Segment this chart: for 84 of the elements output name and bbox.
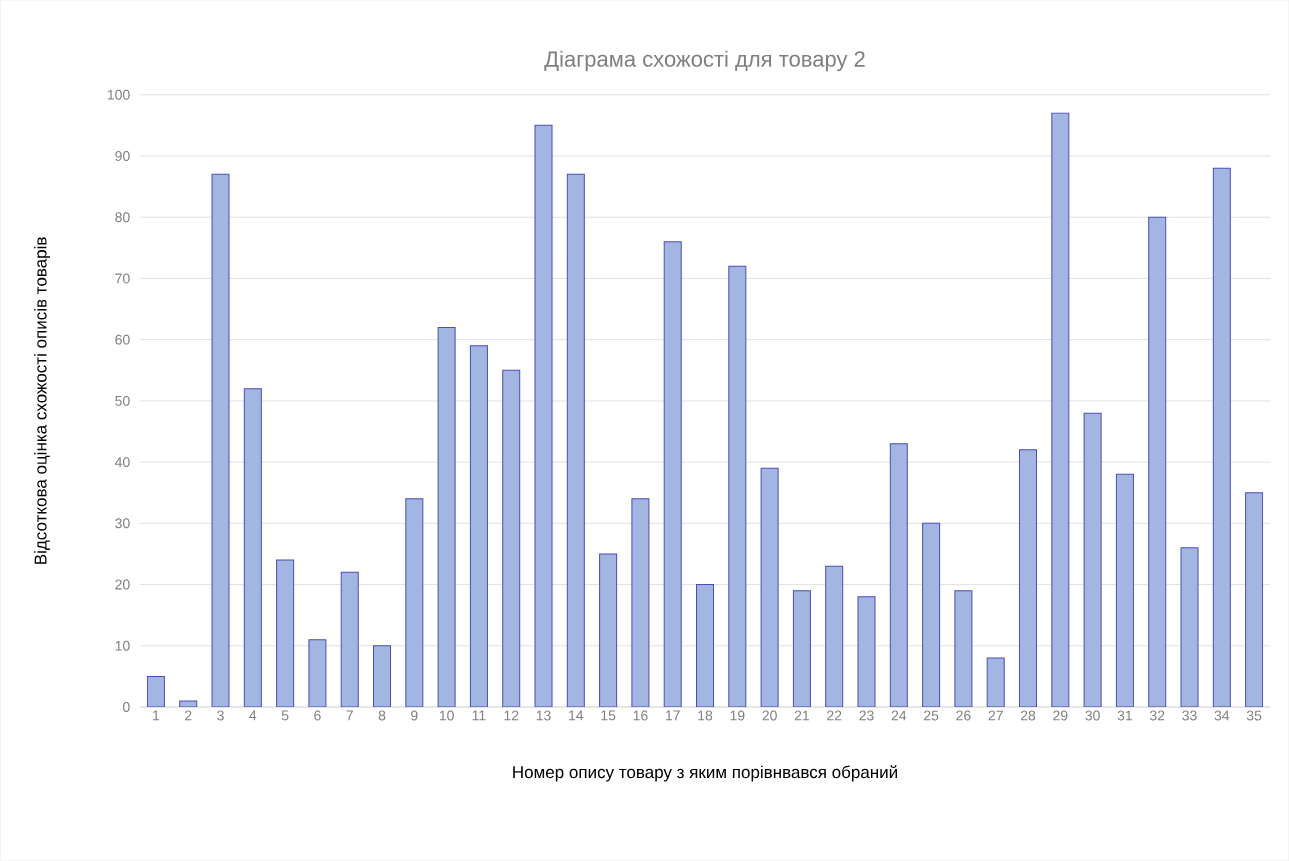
x-tick-label: 23 bbox=[859, 710, 874, 721]
bar bbox=[1051, 112, 1070, 708]
y-tick-label: 50 bbox=[115, 396, 130, 406]
x-tick-label: 1 bbox=[153, 710, 160, 721]
bar bbox=[1245, 492, 1264, 708]
bar bbox=[696, 584, 715, 708]
x-tick-label: 11 bbox=[472, 710, 486, 721]
bar bbox=[566, 173, 585, 708]
x-tick-label: 30 bbox=[1085, 710, 1100, 721]
bar bbox=[857, 596, 876, 708]
x-tick-label: 22 bbox=[827, 710, 842, 721]
x-tick-label: 25 bbox=[924, 710, 939, 721]
x-tick-label: 33 bbox=[1182, 710, 1197, 721]
y-axis-title: Відсоткова оцінка схожості описів товарів bbox=[34, 237, 50, 564]
x-tick-label: 12 bbox=[504, 710, 519, 721]
bar bbox=[340, 571, 359, 708]
bar bbox=[1212, 167, 1231, 708]
bar bbox=[922, 522, 941, 708]
y-tick-label: 100 bbox=[107, 89, 130, 100]
y-tick-label: 40 bbox=[114, 457, 130, 468]
bar bbox=[954, 590, 973, 708]
x-tick-label: 8 bbox=[378, 710, 386, 721]
x-tick-label: 31 bbox=[1117, 710, 1133, 721]
bar bbox=[792, 590, 811, 708]
bar bbox=[728, 265, 747, 708]
y-tick-label: 10 bbox=[115, 640, 130, 651]
bar bbox=[1115, 473, 1134, 708]
x-tick-label: 7 bbox=[346, 710, 353, 721]
x-tick-label: 20 bbox=[762, 710, 777, 721]
bar bbox=[1148, 216, 1167, 708]
bar bbox=[631, 498, 650, 708]
x-tick-label: 29 bbox=[1053, 710, 1068, 721]
bar bbox=[1019, 449, 1038, 708]
y-tick-label: 0 bbox=[122, 702, 130, 713]
bar bbox=[373, 645, 392, 708]
x-tick-label: 6 bbox=[314, 710, 321, 721]
x-tick-label: 5 bbox=[281, 710, 289, 721]
bar bbox=[1083, 412, 1102, 708]
bar bbox=[437, 327, 456, 708]
x-tick-label: 10 bbox=[439, 710, 454, 721]
x-tick-label: 32 bbox=[1149, 710, 1165, 721]
y-tick-label: 30 bbox=[115, 518, 130, 529]
bar bbox=[760, 467, 779, 708]
bar bbox=[663, 241, 682, 708]
bar bbox=[308, 639, 327, 708]
x-tick-label: 26 bbox=[956, 710, 971, 721]
x-tick-label: 28 bbox=[1020, 710, 1036, 721]
bar bbox=[889, 443, 908, 708]
bar bbox=[599, 553, 618, 708]
y-tick-label: 60 bbox=[115, 334, 130, 345]
bar bbox=[1180, 547, 1199, 708]
bar bbox=[469, 345, 488, 708]
bar bbox=[146, 676, 165, 708]
y-tick-label: 70 bbox=[115, 273, 130, 284]
x-tick-label: 17 bbox=[665, 710, 680, 721]
x-tick-label: 16 bbox=[633, 710, 648, 721]
x-tick-label: 2 bbox=[185, 710, 192, 721]
bar bbox=[534, 124, 553, 708]
x-tick-label: 13 bbox=[536, 710, 551, 721]
x-tick-label: 18 bbox=[698, 710, 713, 721]
x-tick-label: 15 bbox=[601, 710, 616, 721]
y-tick-label: 80 bbox=[115, 212, 130, 223]
x-tick-label: 34 bbox=[1214, 710, 1230, 721]
chart-title: Діаграма схожості для товару 2 bbox=[544, 50, 865, 72]
bar bbox=[405, 498, 424, 708]
bar bbox=[502, 369, 521, 708]
bar bbox=[825, 565, 844, 708]
x-tick-label: 9 bbox=[411, 710, 418, 721]
bar bbox=[179, 700, 198, 708]
bar bbox=[986, 657, 1005, 708]
x-tick-label: 24 bbox=[891, 710, 907, 721]
bar bbox=[243, 388, 262, 708]
x-tick-label: 3 bbox=[217, 710, 224, 721]
x-tick-label: 4 bbox=[249, 710, 257, 721]
bar bbox=[276, 559, 295, 708]
y-tick-label: 90 bbox=[115, 151, 130, 162]
x-axis-title: Номер опису товару з яким порівнвався обраний bbox=[513, 765, 897, 782]
x-tick-label: 35 bbox=[1246, 710, 1262, 721]
x-tick-label: 19 bbox=[730, 710, 745, 721]
x-tick-label: 14 bbox=[569, 710, 584, 721]
x-tick-label: 27 bbox=[988, 710, 1003, 721]
y-tick-label: 20 bbox=[115, 579, 130, 590]
x-tick-label: 21 bbox=[794, 710, 810, 721]
bar bbox=[211, 173, 230, 708]
